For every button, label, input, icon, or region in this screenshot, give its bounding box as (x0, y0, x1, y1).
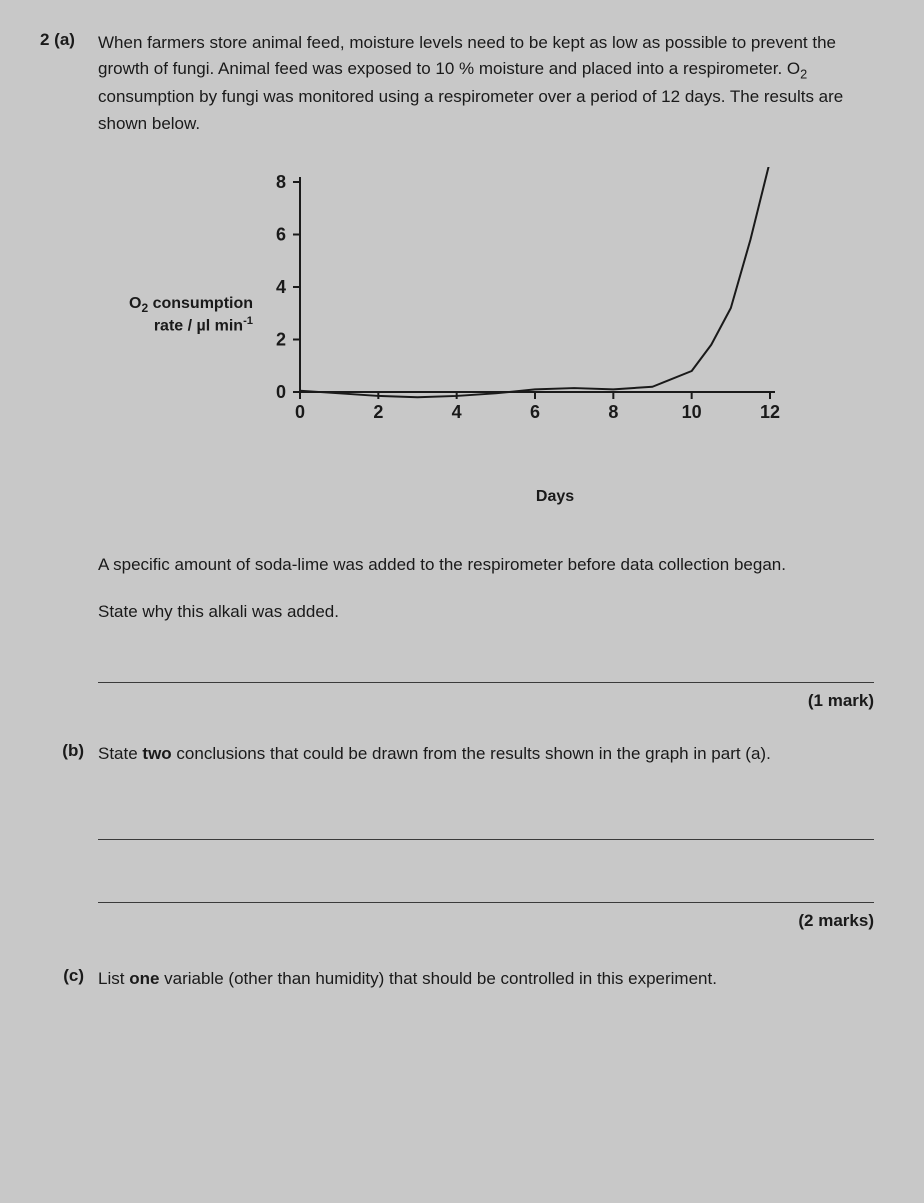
c-post: variable (other than humidity) that shou… (159, 969, 717, 988)
part-b-label: (b) (40, 741, 88, 767)
part-b-text: State two conclusions that could be draw… (98, 741, 771, 767)
answer-line-b1[interactable] (98, 812, 874, 840)
chart-box: 02468024681012 Days (265, 167, 785, 462)
part-c-text: List one variable (other than humidity) … (98, 966, 717, 992)
ylbl-l2: rate / µl min (154, 318, 243, 335)
intro-pre: When farmers store animal feed, moisture… (98, 33, 836, 78)
line-chart: 0 2 4 6 8 0 2 4 6 8 10 12 (265, 167, 785, 457)
svg-text:0: 0 (295, 402, 305, 422)
marks-b: (2 marks) (40, 911, 874, 931)
svg-text:2: 2 (276, 330, 286, 350)
question-number: 2 (a) (40, 30, 88, 137)
svg-text:0: 0 (276, 382, 286, 402)
svg-text:4: 4 (276, 277, 286, 297)
paragraph-state-why: State why this alkali was added. (98, 599, 874, 625)
b-bold: two (142, 744, 171, 763)
svg-text:8: 8 (276, 172, 286, 192)
svg-text:6: 6 (530, 402, 540, 422)
svg-text:4: 4 (452, 402, 462, 422)
b-pre: State (98, 744, 142, 763)
intro-post: consumption by fungi was monitored using… (98, 87, 843, 132)
marks-a: (1 mark) (40, 691, 874, 711)
b-post: conclusions that could be drawn from the… (172, 744, 771, 763)
answer-line-b2[interactable] (98, 875, 874, 903)
x-axis-label: Days (295, 488, 815, 506)
svg-text:12: 12 (760, 402, 780, 422)
svg-text:10: 10 (682, 402, 702, 422)
chart-zone: O2 consumption rate / µl min-1 0 2 4 6 8 0 2 4 6… (40, 167, 874, 462)
intro-sub: 2 (800, 67, 807, 82)
ylbl-sup: -1 (243, 315, 253, 327)
paragraph-soda-lime: A specific amount of soda-lime was added… (98, 552, 874, 578)
svg-text:8: 8 (608, 402, 618, 422)
c-bold: one (129, 969, 159, 988)
question-2a: 2 (a) When farmers store animal feed, mo… (40, 30, 874, 137)
ylbl-pre: O (129, 295, 141, 312)
y-axis-label: O2 consumption rate / µl min-1 (129, 294, 253, 336)
svg-text:2: 2 (373, 402, 383, 422)
c-pre: List (98, 969, 129, 988)
question-2b: (b) State two conclusions that could be … (40, 741, 874, 767)
question-2c: (c) List one variable (other than humidi… (40, 966, 874, 992)
answer-line-a[interactable] (98, 655, 874, 683)
question-intro: When farmers store animal feed, moisture… (98, 30, 874, 137)
svg-text:6: 6 (276, 225, 286, 245)
ylbl-mid: consumption (148, 295, 253, 312)
part-c-label: (c) (40, 966, 88, 992)
